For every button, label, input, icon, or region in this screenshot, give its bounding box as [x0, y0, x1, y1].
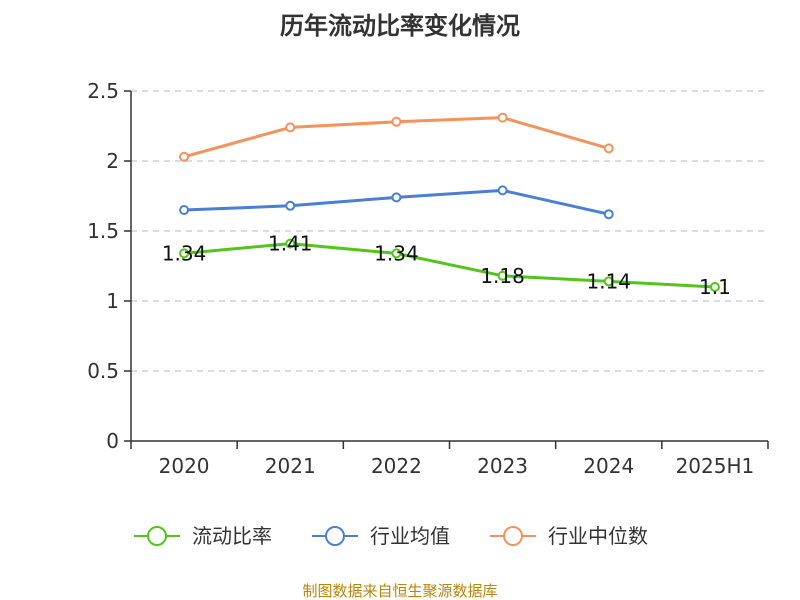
data-point [497, 185, 508, 196]
data-labels: 1.34 1.41 1.34 1.18 1.14 1.1 [162, 232, 731, 299]
data-point [391, 192, 402, 203]
x-tick-label: 2020 [159, 454, 210, 478]
data-point [497, 270, 508, 281]
y-tick-label: 1 [106, 289, 119, 313]
legend-marker [325, 526, 345, 546]
x-tick-label: 2025H1 [676, 454, 755, 478]
data-point [179, 248, 190, 259]
legend-label: 行业均值 [370, 524, 450, 548]
data-label: 1.34 [374, 241, 419, 265]
y-axis: 0 0.5 1 1.5 2 2.5 [87, 79, 132, 453]
legend-marker [147, 526, 167, 546]
x-tick-label: 2023 [477, 454, 528, 478]
y-tick-label: 0 [106, 429, 119, 453]
legend-label: 行业中位数 [548, 524, 648, 548]
legend-item[interactable]: 流动比率 [134, 524, 272, 548]
data-point [603, 209, 614, 220]
series-points [179, 112, 720, 292]
x-tick-label: 2022 [371, 454, 422, 478]
legend-item[interactable]: 行业均值 [312, 524, 450, 548]
data-label: 1.34 [162, 241, 207, 265]
data-label: 1.18 [480, 264, 525, 288]
data-label: 1.1 [699, 275, 731, 299]
y-tick-label: 1.5 [87, 219, 119, 243]
source-note: 制图数据来自恒生聚源数据库 [302, 582, 497, 600]
legend-marker [503, 526, 523, 546]
data-point [179, 151, 190, 162]
legend[interactable]: 流动比率 行业均值 行业中位数 [134, 524, 648, 548]
x-axis: 2020 2021 2022 2023 2024 2025H1 [130, 440, 769, 478]
grid-lines [131, 90, 768, 372]
x-tick-label: 2024 [583, 454, 634, 478]
x-tick-label: 2021 [265, 454, 316, 478]
legend-label: 流动比率 [192, 524, 272, 548]
data-label: 1.14 [586, 269, 631, 293]
data-point [603, 143, 614, 154]
data-point [709, 282, 720, 292]
data-point [603, 276, 614, 287]
series-lines [182, 116, 717, 289]
data-point [285, 238, 296, 249]
legend-item[interactable]: 行业中位数 [490, 524, 648, 548]
data-point [391, 116, 402, 127]
data-point [497, 112, 508, 123]
data-point [179, 205, 190, 215]
data-point [391, 248, 402, 259]
data-point [285, 200, 296, 211]
data-point [285, 122, 296, 133]
series-line [182, 242, 717, 289]
chart-title: 历年流动比率变化情况 [280, 12, 520, 40]
y-tick-label: 2 [106, 149, 119, 173]
y-tick-label: 2.5 [87, 79, 119, 103]
data-label: 1.41 [268, 232, 313, 256]
y-tick-label: 0.5 [87, 359, 119, 383]
